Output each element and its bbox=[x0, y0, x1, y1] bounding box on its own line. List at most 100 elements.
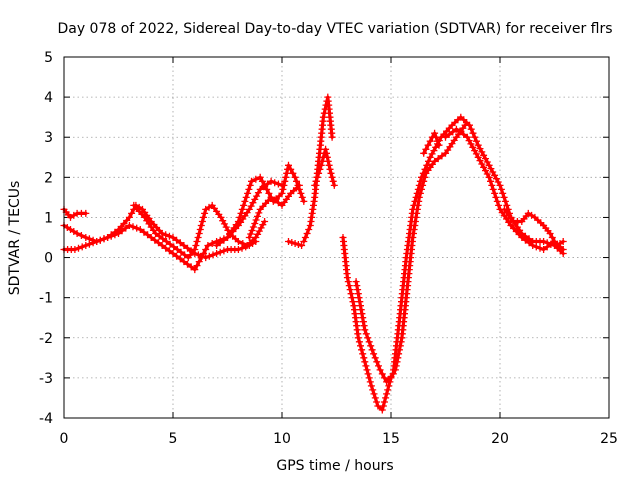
data-point-marker bbox=[193, 238, 201, 245]
data-point-marker bbox=[411, 197, 419, 205]
data-point-marker bbox=[548, 234, 556, 241]
data-point-marker bbox=[381, 398, 388, 406]
data-point-marker bbox=[456, 128, 464, 136]
data-point-marker bbox=[234, 238, 242, 245]
data-point-marker bbox=[326, 165, 334, 173]
data-point-marker bbox=[353, 282, 361, 290]
data-point-marker bbox=[546, 230, 554, 237]
data-point-marker bbox=[252, 175, 260, 183]
data-point-marker bbox=[375, 362, 382, 370]
y-tick-label: 4 bbox=[44, 90, 53, 106]
data-point-marker bbox=[236, 213, 244, 221]
data-point-marker bbox=[367, 382, 375, 390]
data-point-marker bbox=[251, 220, 259, 227]
data-point-marker bbox=[431, 129, 439, 137]
data-point-marker bbox=[144, 231, 152, 239]
data-point-marker bbox=[317, 161, 325, 169]
data-point-marker bbox=[431, 157, 439, 165]
data-point-marker bbox=[279, 185, 287, 193]
data-point-marker bbox=[312, 177, 320, 185]
data-point-marker bbox=[559, 246, 567, 253]
data-point-marker bbox=[551, 238, 558, 245]
data-point-marker bbox=[469, 129, 477, 137]
data-point-marker bbox=[118, 227, 126, 235]
data-point-marker bbox=[261, 181, 269, 189]
data-point-marker bbox=[237, 209, 245, 217]
data-point-marker bbox=[216, 239, 224, 247]
data-point-marker bbox=[162, 231, 170, 239]
data-point-marker bbox=[346, 286, 354, 294]
data-point-marker bbox=[213, 250, 221, 257]
data-point-marker bbox=[384, 386, 392, 394]
series-track-g bbox=[285, 238, 306, 249]
data-point-marker bbox=[487, 177, 494, 185]
data-point-marker bbox=[311, 181, 319, 189]
data-point-marker bbox=[420, 149, 428, 157]
x-tick-label: 20 bbox=[491, 431, 509, 447]
data-point-marker bbox=[125, 222, 133, 229]
data-point-marker bbox=[412, 193, 420, 201]
data-point-marker bbox=[300, 238, 308, 245]
data-point-marker bbox=[385, 382, 393, 390]
data-point-marker bbox=[288, 239, 296, 246]
data-point-marker bbox=[318, 157, 326, 165]
data-point-marker bbox=[73, 230, 81, 237]
data-point-marker bbox=[96, 236, 104, 244]
data-point-marker bbox=[359, 314, 367, 322]
data-point-marker bbox=[180, 258, 188, 266]
data-point-marker bbox=[370, 390, 378, 398]
data-point-marker bbox=[271, 179, 279, 187]
data-point-marker bbox=[245, 234, 253, 241]
data-point-marker bbox=[285, 238, 292, 245]
data-point-marker bbox=[348, 294, 356, 302]
data-point-marker bbox=[376, 366, 384, 374]
data-point-marker bbox=[170, 243, 178, 251]
data-point-marker bbox=[419, 169, 427, 177]
series-track-f bbox=[245, 181, 303, 241]
data-point-marker bbox=[78, 243, 86, 251]
data-point-marker bbox=[415, 181, 423, 189]
y-tick-label: -2 bbox=[39, 331, 53, 347]
data-point-marker bbox=[413, 189, 421, 197]
data-point-marker bbox=[366, 378, 374, 386]
data-point-marker bbox=[521, 236, 529, 244]
data-point-marker bbox=[220, 236, 228, 244]
data-point-marker bbox=[193, 262, 201, 270]
data-point-marker bbox=[82, 242, 90, 249]
data-point-marker bbox=[452, 125, 460, 133]
data-point-marker bbox=[258, 177, 266, 185]
y-axis-title: SDTVAR / TECUs bbox=[7, 181, 23, 296]
data-point-marker bbox=[343, 274, 351, 282]
data-point-marker bbox=[192, 242, 200, 249]
data-point-marker bbox=[365, 338, 373, 346]
data-point-marker bbox=[381, 374, 388, 382]
data-point-marker bbox=[248, 177, 255, 185]
data-point-marker bbox=[309, 205, 317, 213]
data-point-marker bbox=[104, 234, 112, 241]
x-axis-title: GPS time / hours bbox=[276, 458, 393, 474]
data-point-marker bbox=[289, 169, 297, 177]
data-point-marker bbox=[282, 173, 290, 181]
data-point-marker bbox=[93, 238, 101, 245]
data-point-marker bbox=[445, 131, 453, 138]
data-point-marker bbox=[247, 230, 255, 238]
data-point-marker bbox=[173, 246, 181, 253]
data-point-marker bbox=[234, 218, 242, 225]
data-point-marker bbox=[492, 193, 500, 201]
y-tick-label: -1 bbox=[39, 291, 53, 307]
series-track-n bbox=[420, 129, 443, 157]
series-track-m bbox=[500, 205, 567, 249]
data-point-marker bbox=[241, 197, 249, 205]
data-point-marker bbox=[152, 230, 160, 237]
data-point-marker bbox=[274, 180, 282, 188]
data-point-marker bbox=[140, 228, 148, 236]
data-point-marker bbox=[329, 177, 337, 185]
data-point-marker bbox=[133, 224, 141, 232]
data-point-marker bbox=[115, 230, 122, 237]
y-tick-label: 0 bbox=[44, 251, 53, 267]
data-point-marker bbox=[328, 133, 336, 141]
data-point-marker bbox=[434, 155, 442, 163]
series-layer bbox=[60, 93, 567, 414]
plot-frame bbox=[63, 56, 610, 419]
data-point-marker bbox=[355, 338, 363, 346]
